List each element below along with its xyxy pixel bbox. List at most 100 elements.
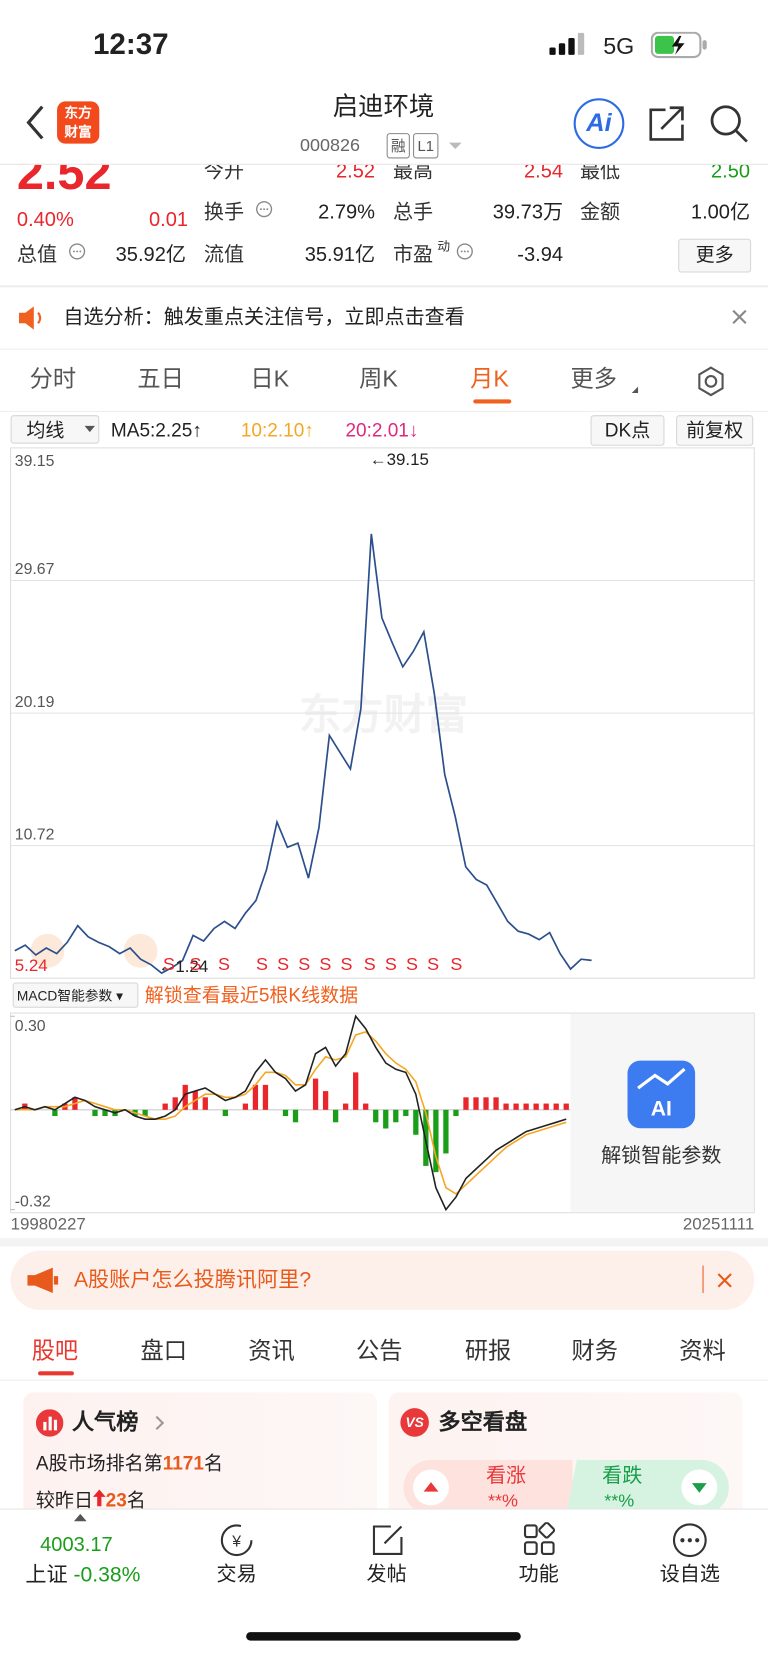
- back-button[interactable]: [23, 104, 48, 142]
- adjust-button[interactable]: 前复权: [676, 415, 754, 446]
- ma5: MA5:2.25↑: [110, 419, 202, 441]
- macd-bar: [262, 1084, 269, 1110]
- content-tab[interactable]: 盘口: [140, 1337, 187, 1364]
- field-label: 金额: [579, 201, 621, 224]
- separator: [0, 1238, 768, 1247]
- macd-bar: [242, 1103, 249, 1110]
- nav-item[interactable]: 发帖: [366, 1563, 407, 1586]
- macd-bar: [142, 1109, 148, 1117]
- header: 12:37 5G 东方 财富 启迪环境 000826 融 L1 Ai: [0, 0, 768, 165]
- separator: [0, 1379, 768, 1381]
- annotation: ←1.24: [158, 957, 208, 976]
- active-underline: [473, 399, 512, 404]
- active-underline: [38, 1371, 74, 1376]
- bull-button[interactable]: [412, 1468, 450, 1506]
- signal-marker: S: [427, 954, 439, 974]
- y-tick-label: 39.15: [15, 453, 55, 470]
- bear-button[interactable]: [680, 1468, 718, 1506]
- change-pct: 0.40%: [16, 209, 74, 232]
- period-tab[interactable]: 五日: [137, 365, 184, 392]
- rank-prefix: A股市场排名第: [35, 1452, 163, 1474]
- dk-button[interactable]: DK点: [590, 415, 665, 446]
- separator: [0, 348, 768, 350]
- promo-banner[interactable]: [10, 1250, 755, 1310]
- field-label: 总值: [16, 244, 58, 267]
- index-name: 上证: [25, 1563, 68, 1587]
- macd-bar: [513, 1103, 519, 1110]
- pe-superscript: 动: [437, 238, 451, 254]
- y-tick-label: -0.32: [15, 1193, 51, 1210]
- more-button[interactable]: 更多: [678, 238, 752, 273]
- settings-button[interactable]: [695, 366, 727, 398]
- content-tab[interactable]: 资料: [679, 1337, 726, 1364]
- y-tick-label: 20.19: [15, 694, 55, 711]
- dropdown-arrow[interactable]: [448, 142, 463, 150]
- delta: 23: [105, 1489, 127, 1511]
- content-tab[interactable]: 股吧: [31, 1337, 79, 1364]
- nav-item[interactable]: 设自选: [659, 1563, 720, 1586]
- macd-bar: [52, 1109, 58, 1117]
- megaphone-icon: [27, 1267, 59, 1294]
- app-logo: 东方 财富: [57, 101, 100, 144]
- rank-suffix: 名: [203, 1452, 223, 1474]
- search-button[interactable]: [708, 102, 750, 144]
- speaker-icon: [19, 306, 42, 330]
- notice-text[interactable]: 自选分析：触发重点关注信号，立即点击查看: [63, 306, 465, 329]
- bull-label: 看涨: [485, 1465, 527, 1488]
- ma-selector[interactable]: 均线: [10, 415, 100, 444]
- y-tick-label: 0.30: [15, 1018, 46, 1035]
- macd-bar: [413, 1109, 419, 1135]
- ai-button[interactable]: Ai: [573, 98, 625, 149]
- field-label: 最低: [579, 160, 621, 183]
- rank: 1171: [162, 1452, 204, 1474]
- info-dot: [467, 250, 469, 253]
- card-title: 多空看盘: [438, 1410, 528, 1435]
- period-tab[interactable]: 月K: [470, 365, 509, 392]
- macd-bar: [453, 1109, 459, 1117]
- share-button[interactable]: [647, 104, 689, 144]
- close-button[interactable]: [716, 1272, 733, 1289]
- content-tab[interactable]: 资讯: [248, 1337, 295, 1364]
- up-arrow: [92, 1489, 106, 1507]
- period-tab[interactable]: 周K: [359, 365, 398, 392]
- index-value[interactable]: 4003.17: [40, 1533, 113, 1557]
- signal-marker: S: [406, 954, 418, 974]
- info-dot: [460, 250, 463, 253]
- promo-text[interactable]: A股账户怎么投腾讯阿里?: [73, 1268, 312, 1292]
- ai-icon: [627, 1060, 696, 1129]
- signal-marker: S: [450, 954, 462, 974]
- period-tab[interactable]: 更多: [570, 365, 617, 392]
- macd-bar: [373, 1109, 379, 1123]
- macd-title: MACD智能参数: [16, 987, 113, 1004]
- stock-name: 启迪环境: [332, 92, 435, 122]
- divider: [702, 1265, 704, 1294]
- content-tab[interactable]: 公告: [356, 1337, 403, 1364]
- info-icon: [69, 243, 86, 260]
- popularity-card[interactable]: [23, 1392, 378, 1530]
- ma20: 20:2.01↓: [345, 419, 419, 441]
- info-dot: [76, 250, 79, 253]
- content-tab[interactable]: 财务: [571, 1337, 619, 1364]
- macd-bar: [282, 1109, 289, 1117]
- unlock-text[interactable]: 解锁查看最近5根K线数据: [144, 984, 359, 1006]
- macd-bar: [332, 1109, 339, 1123]
- ma-selector-label: 均线: [26, 419, 65, 441]
- macd-bar: [543, 1103, 549, 1110]
- nav-item[interactable]: 交易: [216, 1563, 257, 1586]
- macd-selector[interactable]: MACD智能参数 ▾: [12, 982, 139, 1008]
- field-value: 2.54: [523, 160, 564, 183]
- field-value: 1.00亿: [690, 201, 751, 224]
- y-tick-label: 10.72: [15, 826, 55, 843]
- price-line: [14, 533, 592, 975]
- period-tab[interactable]: 日K: [250, 365, 290, 392]
- x-label: 20251111: [682, 1215, 755, 1234]
- signal-marker: S: [189, 954, 201, 974]
- period-tab[interactable]: 分时: [29, 365, 77, 392]
- nav-item[interactable]: 功能: [518, 1563, 559, 1586]
- close-button[interactable]: [731, 308, 748, 325]
- home-indicator: [246, 1632, 521, 1641]
- index-line[interactable]: 上证 -0.38%: [25, 1565, 140, 1586]
- content-tab[interactable]: 研报: [464, 1337, 512, 1364]
- signal-marker: S: [277, 954, 289, 974]
